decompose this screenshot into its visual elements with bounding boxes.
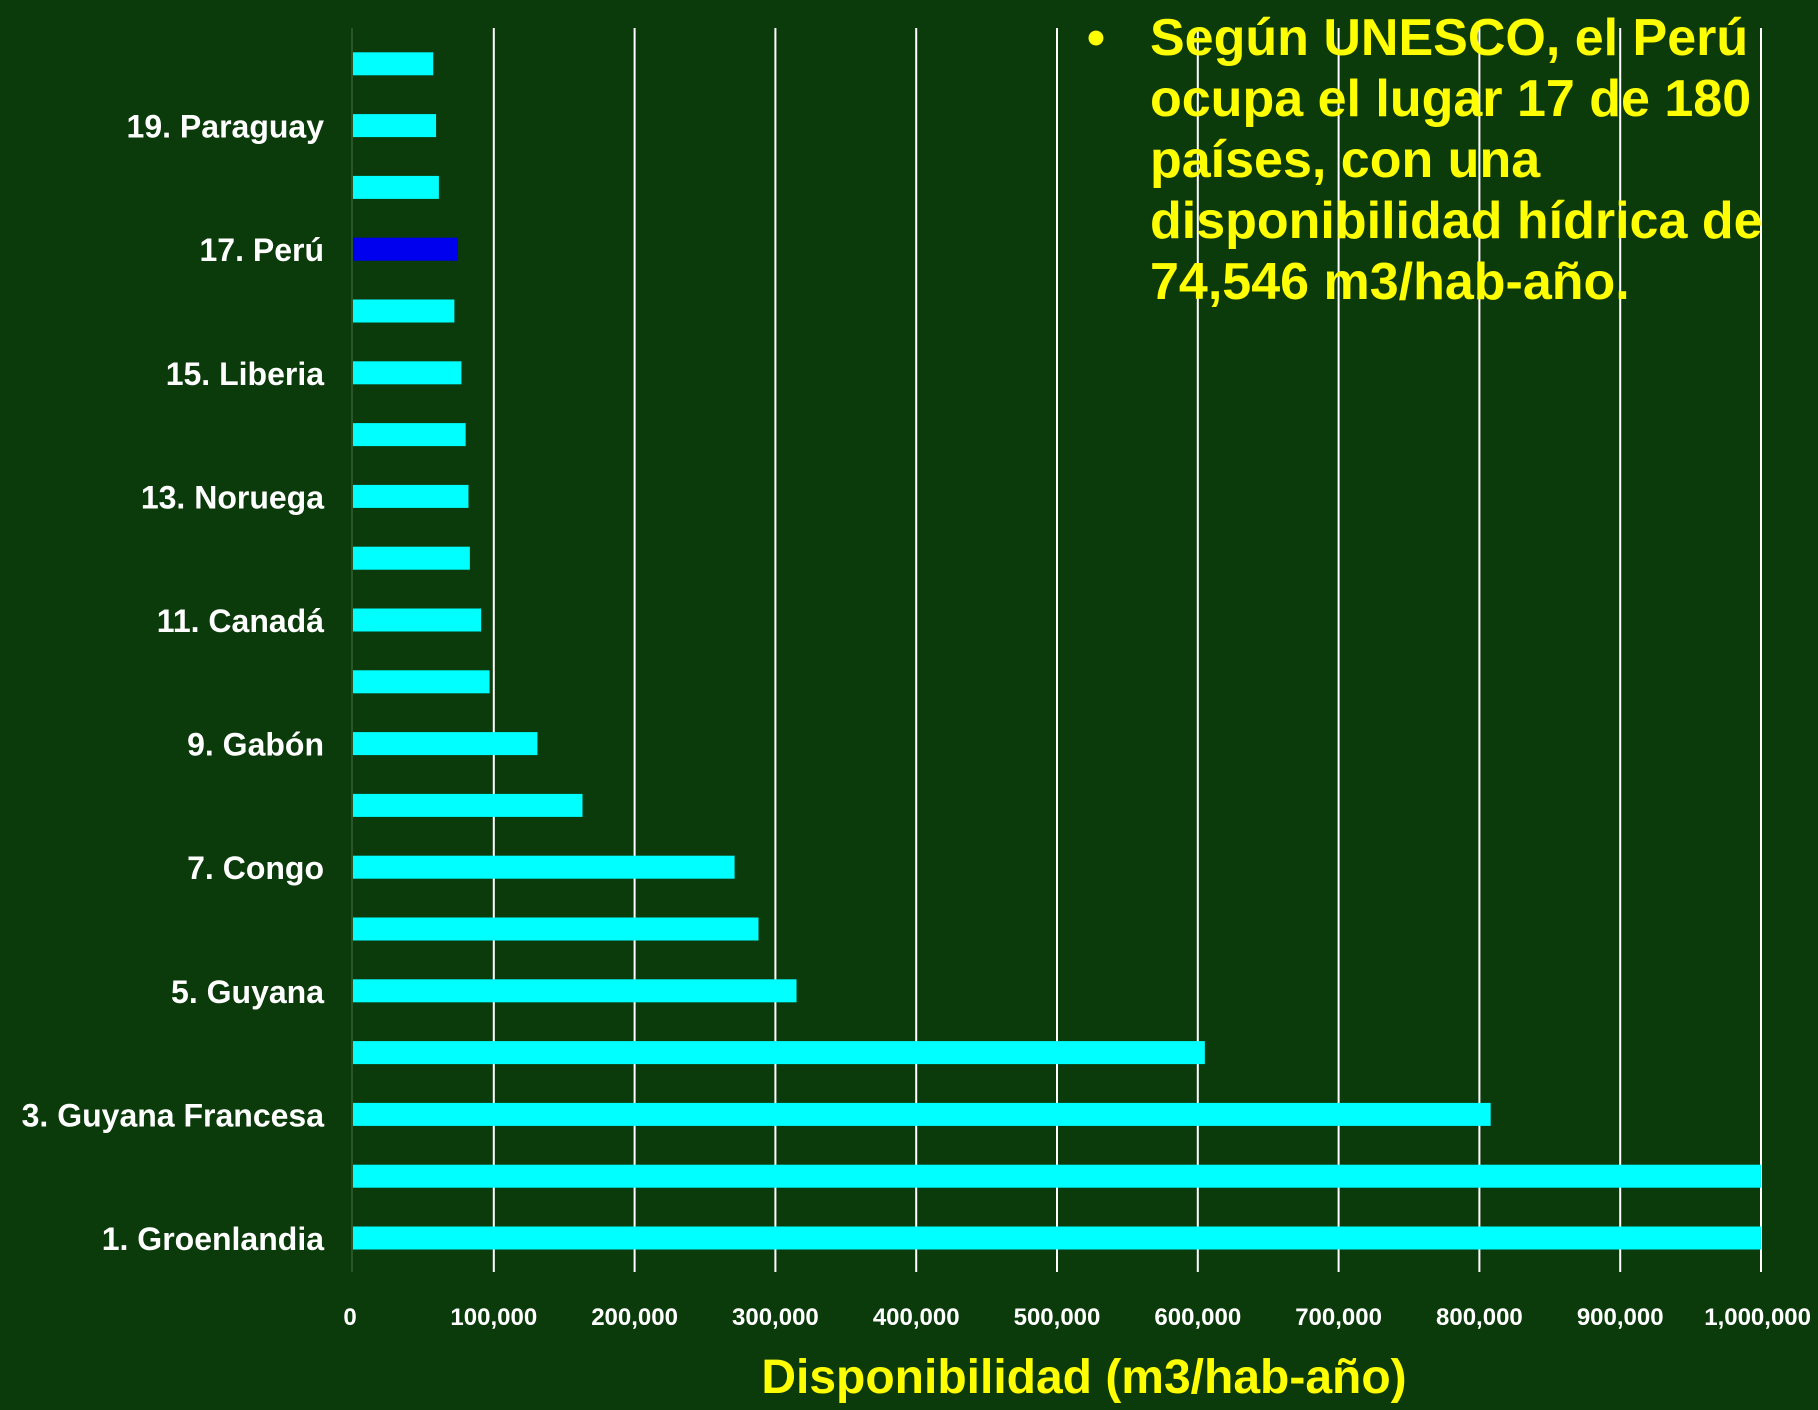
x-tick-label: 400,000	[873, 1304, 960, 1331]
x-tick-label: 1,000,000	[1704, 1304, 1811, 1331]
bar	[353, 52, 434, 76]
category-label: 7. Congo	[187, 850, 324, 886]
category-label: 19. Paraguay	[127, 109, 325, 145]
x-tick-label: 300,000	[732, 1304, 819, 1331]
x-axis-label: Disponibilidad (m3/hab-año)	[761, 1351, 1407, 1404]
bar	[353, 175, 439, 199]
category-label: 1. Groenlandia	[102, 1221, 324, 1257]
bar	[353, 1041, 1205, 1065]
bar	[353, 114, 437, 138]
category-label: 9. Gabón	[187, 727, 324, 763]
bar	[353, 855, 735, 879]
bar	[353, 299, 455, 323]
x-tick-label: 800,000	[1436, 1304, 1523, 1331]
category-label: 11. Canadá	[157, 603, 324, 639]
category-label: 17. Perú	[199, 232, 324, 268]
bar	[353, 732, 538, 756]
x-tick-label: 200,000	[591, 1304, 678, 1331]
category-label: 15. Liberia	[166, 356, 325, 392]
bar	[353, 1226, 1761, 1250]
bar	[353, 670, 490, 694]
callout: • Según UNESCO, el Perú ocupa el lugar 1…	[1082, 8, 1782, 313]
bar	[353, 979, 797, 1003]
bar	[353, 546, 470, 570]
callout-text: Según UNESCO, el Perú ocupa el lugar 17 …	[1150, 9, 1763, 311]
category-label: 13. Noruega	[141, 479, 324, 515]
callout-bullet: •	[1086, 9, 1106, 67]
category-label: 5. Guyana	[171, 974, 324, 1010]
x-tick-label: 0	[343, 1304, 356, 1331]
x-tick-label: 100,000	[450, 1304, 537, 1331]
bar	[353, 484, 469, 508]
x-tick-label: 900,000	[1577, 1304, 1664, 1331]
category-label: 3. Guyana Francesa	[22, 1097, 325, 1133]
bar	[353, 361, 462, 385]
x-tick-label: 700,000	[1295, 1304, 1382, 1331]
x-tick-label: 500,000	[1014, 1304, 1101, 1331]
bar	[353, 917, 759, 941]
bar	[353, 423, 466, 447]
bar	[353, 1164, 1761, 1188]
bar	[353, 793, 583, 817]
x-tick-label: 600,000	[1154, 1304, 1241, 1331]
bar	[353, 237, 458, 261]
bar	[353, 1102, 1491, 1126]
bar	[353, 608, 482, 632]
